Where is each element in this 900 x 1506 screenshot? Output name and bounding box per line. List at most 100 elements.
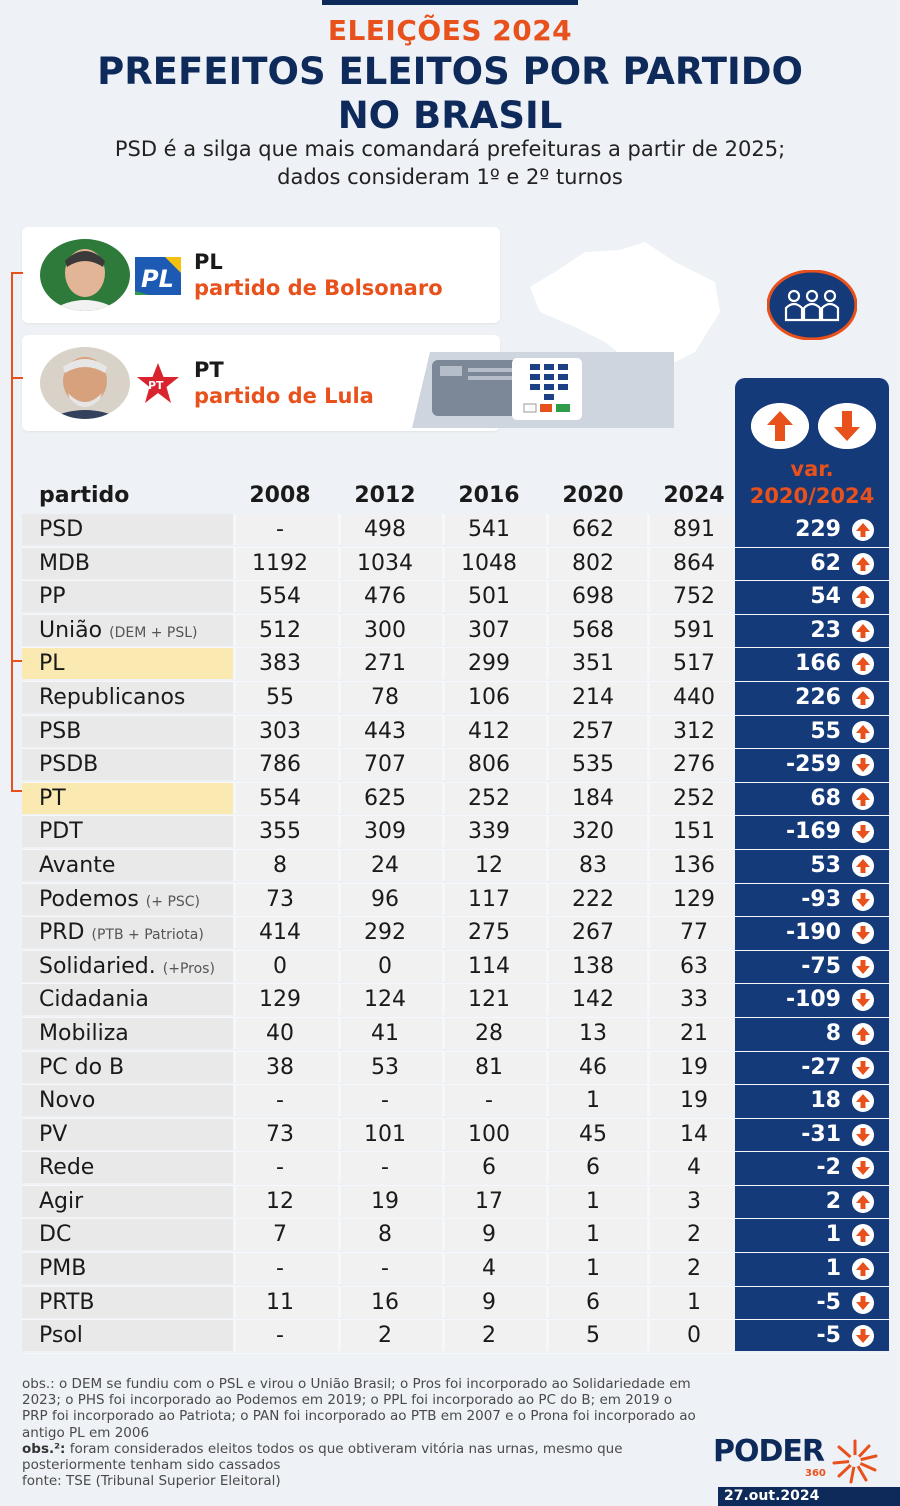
column-separator: [546, 648, 549, 680]
column-separator: [647, 715, 650, 747]
value-cell-2024: 151: [673, 819, 715, 845]
party-note: (+Pros): [162, 960, 215, 977]
column-separator: [338, 917, 341, 949]
party-cell: [22, 1051, 235, 1083]
arrow-up-icon: [852, 552, 874, 575]
value-cell-2012: 96: [371, 886, 399, 912]
party-label: PT: [39, 785, 66, 811]
value-cell-2012: 124: [364, 987, 406, 1013]
value-cell-2024: 252: [673, 785, 715, 811]
column-separator: [233, 917, 236, 949]
value-cell-2024: 129: [673, 886, 715, 912]
value-cell-2016: 28: [475, 1020, 503, 1046]
value-cell-2012: 292: [364, 920, 406, 946]
value-cell-2024: 21: [680, 1020, 708, 1046]
party-name: PSDB: [39, 749, 98, 781]
column-separator: [442, 816, 445, 848]
party-note: (+ PSC): [145, 893, 201, 910]
table-row: DC 7 8 9 1 2 1: [22, 1219, 890, 1254]
column-separator: [233, 1286, 236, 1318]
column-separator: [647, 816, 650, 848]
value-cell-2020: 83: [579, 852, 607, 878]
column-separator: [338, 614, 341, 646]
value-cell-2008: 1192: [252, 550, 308, 576]
arrow-down-icon: [852, 922, 874, 945]
arrow-up-icon: [852, 1090, 874, 1113]
arrow-up-icon: [852, 586, 874, 609]
party-cell: [22, 1017, 235, 1049]
arrow-up-icon: [852, 1224, 874, 1247]
value-cell-2012: -: [381, 1155, 389, 1181]
party-label: DC: [39, 1222, 72, 1248]
party-name: PT: [39, 783, 66, 815]
arrow-up-icon: [852, 1022, 874, 1045]
table-row: Cidadania 129 124 121 142 33 -109: [22, 984, 890, 1018]
variation-cell: -93: [735, 883, 889, 915]
value-cell-2012: 19: [371, 1188, 399, 1214]
value-cell-2024: 19: [680, 1054, 708, 1080]
column-separator: [647, 547, 650, 579]
variation-cell: 1: [735, 1253, 889, 1285]
column-separator: [442, 681, 445, 713]
value-cell-2016: 6: [482, 1155, 496, 1181]
pl-logo-icon: PL: [135, 257, 181, 295]
value-cell-2020: 320: [572, 819, 614, 845]
column-separator: [338, 1118, 341, 1150]
table-row: PSB 303 443 412 257 312 55: [22, 715, 890, 750]
value-cell-2016: 1048: [461, 550, 517, 576]
column-separator: [647, 1219, 650, 1251]
variation-value: -2: [816, 1155, 841, 1181]
column-separator: [338, 1219, 341, 1251]
party-label: PSB: [39, 718, 82, 744]
value-cell-2020: 267: [572, 920, 614, 946]
party-cell: [22, 1219, 235, 1251]
variation-value: 1: [825, 1256, 841, 1282]
value-cell-2012: 53: [371, 1054, 399, 1080]
value-cell-2016: 81: [475, 1054, 503, 1080]
party-cell: [22, 648, 235, 680]
variation-value: 18: [810, 1088, 841, 1114]
value-cell-2020: 142: [572, 987, 614, 1013]
party-label: Agir: [39, 1188, 84, 1214]
column-separator: [546, 1017, 549, 1049]
party-cell: [22, 547, 235, 579]
column-separator: [546, 715, 549, 747]
party-cell: [22, 749, 235, 781]
party-label: PRD: [39, 920, 85, 946]
column-separator: [338, 715, 341, 747]
value-cell-2016: 541: [468, 517, 510, 542]
value-cell-2020: 5: [586, 1323, 600, 1349]
column-separator: [233, 547, 236, 579]
variation-cell: 229: [735, 514, 889, 545]
variation-cell: 23: [735, 614, 889, 646]
arrow-down-icon: [852, 1325, 874, 1348]
column-separator: [442, 1118, 445, 1150]
value-cell-2024: 14: [680, 1121, 708, 1147]
party-label: PMB: [39, 1256, 87, 1282]
value-cell-2008: 8: [273, 852, 287, 878]
party-label: PSDB: [39, 752, 99, 778]
value-cell-2008: -: [276, 517, 284, 542]
column-separator: [233, 849, 236, 881]
variation-value: 229: [795, 517, 841, 542]
variation-header-line1: var.: [790, 457, 834, 481]
value-cell-2024: 276: [673, 752, 715, 778]
value-cell-2008: 0: [273, 953, 287, 979]
column-separator: [442, 950, 445, 982]
value-cell-2020: 138: [572, 953, 614, 979]
column-separator: [442, 614, 445, 646]
value-cell-2024: 136: [673, 852, 715, 878]
column-separator: [233, 1085, 236, 1117]
column-separator: [442, 1152, 445, 1184]
column-separator: [233, 681, 236, 713]
value-cell-2016: 806: [468, 752, 510, 778]
column-separator: [647, 984, 650, 1016]
column-separator: [338, 514, 341, 545]
column-separator: [546, 581, 549, 613]
arrow-up-icon: [852, 720, 874, 743]
value-cell-2008: -: [276, 1155, 284, 1181]
column-separator: [338, 681, 341, 713]
column-separator: [647, 1017, 650, 1049]
value-cell-2008: 355: [259, 819, 301, 845]
column-separator: [233, 1219, 236, 1251]
